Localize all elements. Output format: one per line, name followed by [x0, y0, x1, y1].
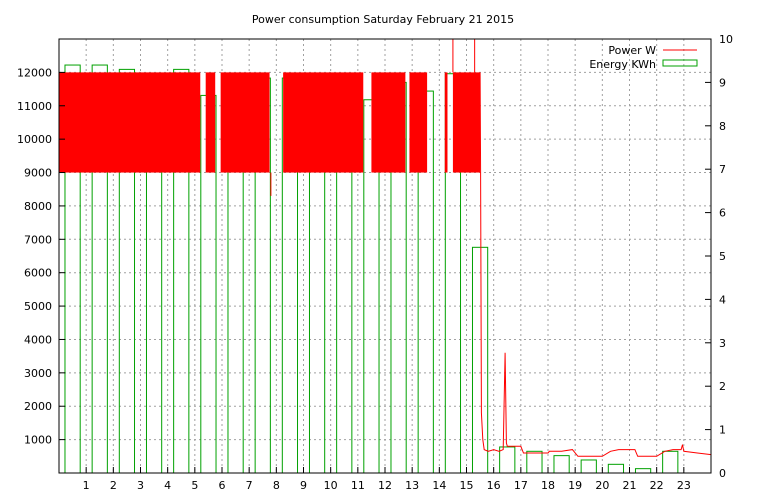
legend: Power W Energy KWh — [589, 44, 698, 71]
x-tick-label: 5 — [191, 479, 198, 492]
x-tick-label: 7 — [246, 479, 253, 492]
x-tick-label: 15 — [460, 479, 474, 492]
x-tick-label: 12 — [378, 479, 392, 492]
x-tick-label: 3 — [137, 479, 144, 492]
y2-tick-label: 9 — [719, 76, 726, 89]
x-tick-label: 18 — [541, 479, 555, 492]
x-tick-label: 8 — [273, 479, 280, 492]
energy-bar — [553, 455, 570, 474]
y-tick-label: 5000 — [24, 300, 52, 313]
y-tick-label: 8000 — [24, 200, 52, 213]
y2-tick-label: 8 — [719, 120, 726, 133]
y-tick-label: 9000 — [24, 167, 52, 180]
power-cycling-band — [220, 72, 270, 173]
axes: 1000 2000 3000 4000 5000 6000 7000 8000 9000 1000… — [17, 33, 733, 492]
y-tick-label: 3000 — [24, 367, 52, 380]
energy-bar — [607, 463, 625, 474]
energy-bar — [634, 468, 652, 474]
x-tick-label: 4 — [164, 479, 171, 492]
x-tick-label: 14 — [432, 479, 446, 492]
y2-tick-label: 3 — [719, 337, 726, 350]
power-line — [59, 39, 712, 457]
x-tick-label: 9 — [300, 479, 307, 492]
power-cycling-band — [444, 72, 448, 173]
y-tick-label: 11000 — [17, 100, 52, 113]
power-cycling-band — [409, 72, 428, 173]
x-tick-label: 16 — [487, 479, 501, 492]
x-tick-label: 21 — [623, 479, 637, 492]
legend-label-energy: Energy KWh — [589, 58, 656, 71]
y2-tick-label: 0 — [719, 467, 726, 480]
energy-bar — [580, 459, 597, 474]
y2-tick-label: 4 — [719, 293, 726, 306]
y-tick-label: 2000 — [24, 400, 52, 413]
power-cycling-band — [371, 72, 406, 173]
grid-layer — [59, 39, 711, 473]
y-tick-label: 4000 — [24, 333, 52, 346]
power-series-line — [479, 72, 712, 457]
x-tick-label: 10 — [324, 479, 338, 492]
y2-tick-label: 1 — [719, 424, 726, 437]
x-tick-label: 23 — [677, 479, 691, 492]
x-tick-label: 22 — [650, 479, 664, 492]
power-cycling-band — [283, 72, 364, 173]
legend-swatch-energy — [662, 59, 698, 67]
y-tick-label: 12000 — [17, 66, 52, 79]
power-cycling-band — [59, 72, 201, 173]
y2-tick-label: 10 — [719, 33, 733, 46]
energy-bar — [499, 446, 516, 474]
y-tick-label: 6000 — [24, 267, 52, 280]
x-tick-label: 20 — [595, 479, 609, 492]
legend-label-power: Power W — [608, 44, 656, 57]
chart-title: Power consumption Saturday February 21 2… — [252, 13, 514, 26]
x-tick-label: 19 — [568, 479, 582, 492]
x-tick-label: 6 — [219, 479, 226, 492]
y2-tick-label: 5 — [719, 250, 726, 263]
y2-tick-label: 7 — [719, 163, 726, 176]
x-tick-label: 17 — [514, 479, 528, 492]
power-cycling-band — [205, 72, 216, 173]
power-cycling-band — [452, 72, 481, 173]
x-tick-label: 1 — [83, 479, 90, 492]
x-tick-label: 2 — [110, 479, 117, 492]
energy-bar — [526, 450, 543, 474]
y-tick-label: 10000 — [17, 133, 52, 146]
x-tick-label: 13 — [405, 479, 419, 492]
y2-tick-label: 6 — [719, 207, 726, 220]
y2-tick-label: 2 — [719, 380, 726, 393]
y-tick-label: 7000 — [24, 233, 52, 246]
y-tick-label: 1000 — [24, 434, 52, 447]
energy-bar — [662, 450, 679, 474]
x-tick-label: 11 — [351, 479, 365, 492]
